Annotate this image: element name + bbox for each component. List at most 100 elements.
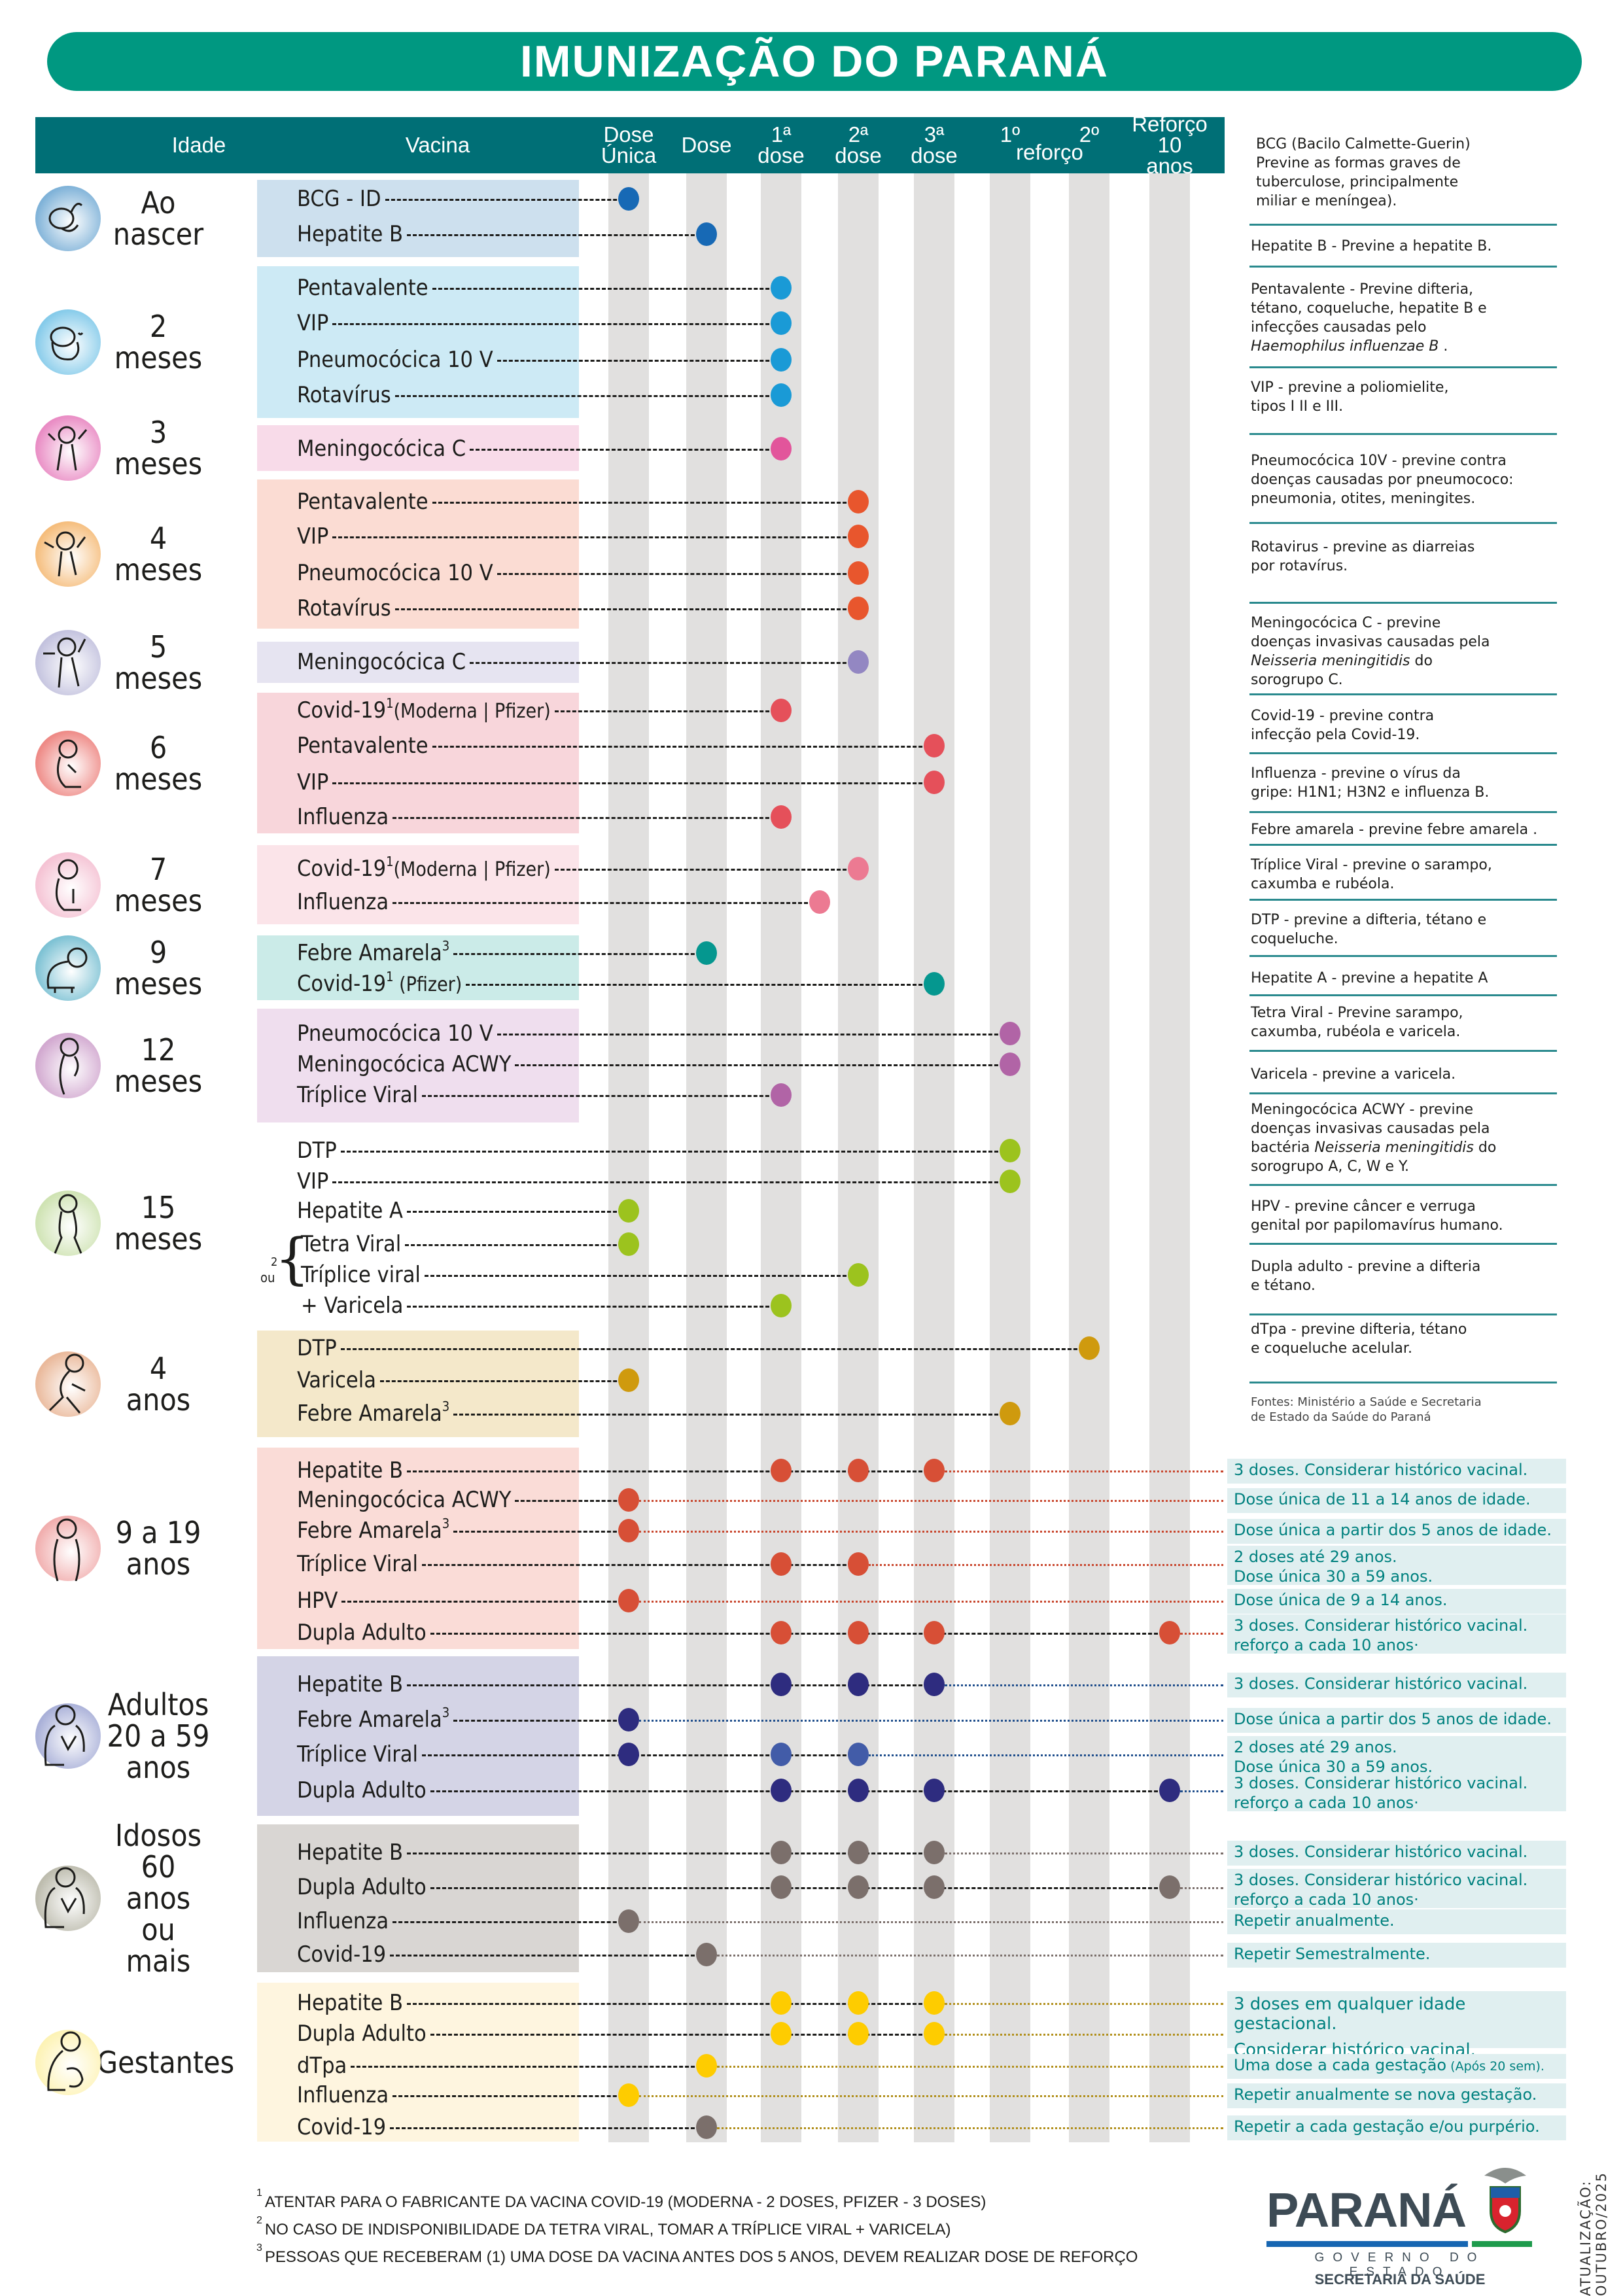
dose-marker [696, 2115, 717, 2139]
connector-line [422, 1754, 858, 1756]
logo-subtitle: GOVERNO DO ESTADO [1314, 2251, 1486, 2279]
age-label: 5 meses [106, 631, 211, 694]
footnote-number: 3 [256, 2242, 262, 2253]
schedule-note-line: reforço a cada 10 anos· [1234, 1890, 1419, 1909]
page-title: IMUNIZAÇÃO DO PARANÁ [519, 37, 1109, 86]
description-text: Hepatite B - Previne a hepatite B. [1251, 238, 1492, 254]
logo-wordmark: PARANÁ [1266, 2183, 1467, 2237]
header-col-line1: 3ª [924, 122, 945, 147]
vaccine-name: Meningocócica C [297, 436, 466, 462]
logo-department: SECRETARIA DA SAÚDE [1314, 2271, 1486, 2287]
vaccine-group-box [257, 266, 579, 418]
age-label-line3: ou mais [126, 1912, 191, 1979]
description-text: Febre amarela - previne febre amarela . [1251, 822, 1538, 838]
vaccine-name: Dupla Adulto [297, 1620, 427, 1646]
vaccine-row: Tríplice viral [301, 1262, 421, 1288]
vaccine-row: Febre Amarela3 [297, 939, 449, 966]
dose-marker [848, 650, 869, 674]
vaccine-group-box [257, 1656, 579, 1816]
description-text: tétano, coqueluche, hepatite B e [1251, 300, 1487, 317]
dose-marker [618, 1368, 639, 1392]
vaccine-name: Febre Amarela [297, 1707, 442, 1733]
vaccine-row: Febre Amarela3 [297, 1706, 449, 1733]
pregnant-mother-icon [47, 2031, 84, 2091]
trailing-dotted-line [869, 1564, 1223, 1566]
either-or-label: ou [260, 1270, 275, 1285]
dose-marker [1159, 1621, 1180, 1644]
dose-marker [924, 771, 945, 794]
age-label-block: 4 meses [35, 518, 211, 590]
footnote-number: 2 [256, 2215, 262, 2226]
description-text: Neisseria meningitidis [1314, 1139, 1474, 1156]
description-text: Neisseria meningitidis [1251, 653, 1410, 669]
vaccine-description: dTpa - previne difteria, tétano e coquelu… [1251, 1320, 1591, 1358]
description-text: Previne as formas graves de [1256, 155, 1461, 171]
vaccine-group-box [257, 845, 579, 924]
waving-baby-icon [35, 415, 101, 481]
header-col-line1: Reforço [1132, 112, 1208, 136]
footnote-ref: 3 [442, 1516, 450, 1531]
vaccine-name: Covid-19 [297, 697, 387, 723]
vaccine-group-box [257, 1983, 579, 2142]
schedule-note: 3 doses. Considerar histórico vacinal. [1227, 1841, 1566, 1866]
vaccine-name: Hepatite B [297, 1990, 403, 2016]
waving-baby-icon [47, 426, 88, 471]
vaccine-description: HPV - previne câncer e verruga genital po… [1251, 1197, 1591, 1235]
adult-icon [35, 1703, 101, 1769]
dose-marker [924, 2022, 945, 2045]
schedule-note-line: 3 doses. Considerar histórico vacinal. [1234, 1843, 1528, 1861]
vaccine-name: Rotavírus [297, 382, 391, 408]
vaccine-row: VIP [297, 523, 328, 549]
dose-column-stripe [1069, 173, 1109, 2142]
age-label: 4 meses [106, 523, 211, 585]
vaccine-manufacturer: (Moderna | Pfizer) [393, 858, 551, 881]
trailing-dotted-line [639, 2095, 1223, 2097]
age-label-line1: 2 [149, 309, 167, 344]
dose-marker [771, 1991, 792, 2015]
dose-marker [924, 1621, 945, 1644]
vaccine-row: Hepatite B [297, 221, 403, 247]
age-label-block: 15 meses [35, 1187, 211, 1259]
schedule-note-line: Uma dose a cada gestação (Após 20 sem). [1234, 2056, 1544, 2074]
dose-marker [848, 2022, 869, 2045]
seated-baby-icon [55, 859, 81, 911]
age-label-line1: 6 [149, 729, 167, 765]
title-banner: IMUNIZAÇÃO DO PARANÁ [47, 32, 1582, 91]
description-text: tipos I II e III. [1251, 398, 1344, 415]
footnote-text: NO CASO DE INDISPONIBILIDADE DA TETRA VI… [264, 2221, 951, 2238]
footnote: 1ATENTAR PARA O FABRICANTE DA VACINA COV… [256, 2188, 1138, 2216]
connector-line [332, 782, 934, 784]
description-text: Haemophilus influenzae B [1251, 338, 1439, 355]
schedule-note: Dose única a partir dos 5 anos de idade. [1227, 1519, 1566, 1544]
dose-marker [1159, 1779, 1180, 1802]
dose-marker [696, 1943, 717, 1966]
dose-marker [771, 1743, 792, 1766]
description-text: . [1439, 338, 1448, 355]
schedule-note-line: reforço a cada 10 anos· [1234, 1636, 1419, 1654]
schedule-note-line: Dose única de 11 a 14 anos de idade. [1234, 1490, 1531, 1508]
vaccine-name: DTP [297, 1335, 337, 1361]
vaccine-row: VIP [297, 769, 328, 795]
header-col-5: 1º [979, 117, 1041, 173]
age-label-line2: 60 anos [126, 1849, 191, 1916]
schedule-note-small: (Após 20 sem). [1446, 2059, 1544, 2074]
dose-marker [771, 311, 792, 335]
description-text: bactéria [1251, 1139, 1315, 1156]
vaccine-name: Pneumocócica 10 V [297, 347, 493, 373]
age-label-line1: 15 [141, 1190, 176, 1225]
vaccine-name: Covid-19 [297, 2114, 387, 2140]
dose-marker [924, 972, 945, 996]
footnote-text: PESSOAS QUE RECEBERAM (1) UMA DOSE DA VA… [264, 2248, 1138, 2266]
connector-line [407, 1306, 781, 1308]
age-label-line2: anos [126, 1546, 191, 1582]
vaccine-name: Tríplice Viral [297, 1741, 419, 1767]
vaccine-row: Covid-191(Moderna | Pfizer) [297, 697, 551, 725]
vaccine-name: Febre Amarela [297, 1400, 442, 1427]
age-label: 2 meses [106, 311, 211, 374]
vaccine-name: Hepatite B [297, 1839, 403, 1866]
vaccine-description: BCG (Bacilo Calmette-Guerin) Previne as f… [1256, 135, 1596, 211]
vaccine-row: Tríplice Viral [297, 1551, 418, 1577]
crawling-baby-icon [46, 947, 88, 993]
vaccine-row: Covid-19 [297, 2114, 386, 2140]
header-col-2: 1ª dose [750, 117, 812, 173]
